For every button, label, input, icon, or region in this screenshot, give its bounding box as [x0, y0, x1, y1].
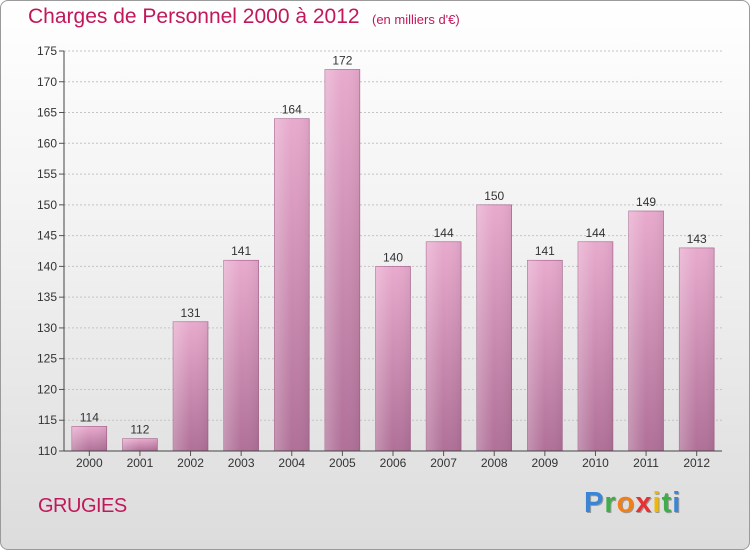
axes: 110 115 120 125 130 135 140 145 150 155 160 165 170 1… — [37, 44, 722, 470]
x-tick-label: 2012 — [683, 456, 710, 470]
data-label: 131 — [181, 306, 201, 320]
y-tick-label: 115 — [38, 413, 57, 427]
x-tick-label: 2001 — [127, 456, 154, 470]
x-tick-label: 2009 — [531, 456, 558, 470]
y-tick-label: 140 — [37, 259, 57, 273]
logo-letter: P — [584, 487, 605, 519]
data-label: 144 — [585, 226, 605, 240]
data-label: 143 — [687, 232, 707, 246]
logo-letter: r — [604, 487, 617, 519]
bar-shine — [122, 438, 158, 451]
x-tick-label: 2000 — [76, 456, 103, 470]
x-tick-label: 2008 — [481, 456, 508, 470]
data-label: 172 — [332, 53, 352, 67]
y-tick-label: 175 — [37, 44, 57, 58]
bar-shine — [71, 426, 107, 451]
data-label: 114 — [80, 410, 99, 424]
x-tick-label: 2003 — [228, 456, 255, 470]
bar-shine — [476, 204, 512, 451]
bar-shine — [274, 118, 310, 451]
x-tick-label: 2002 — [177, 456, 204, 470]
y-tick-label: 145 — [37, 229, 57, 243]
bar-shine — [679, 247, 715, 451]
data-label: 141 — [231, 244, 251, 258]
data-label: 112 — [130, 423, 149, 437]
data-label: 150 — [484, 189, 504, 203]
y-tick-label: 120 — [37, 382, 57, 396]
bar-shine — [324, 69, 360, 451]
logo-letter: o — [616, 487, 636, 519]
y-tick-label: 135 — [37, 290, 57, 304]
bar-shine — [527, 260, 563, 451]
data-label: 144 — [434, 226, 454, 240]
bars: 114 112 131 141 164 172 140 144 150 141 144 149 143 — [71, 53, 715, 452]
logo-letter: t — [661, 487, 673, 519]
bar-shine — [628, 211, 664, 451]
town-name: GRUGIES — [38, 495, 127, 517]
data-label: 140 — [383, 250, 403, 264]
bar-shine — [173, 321, 209, 451]
x-tick-label: 2011 — [633, 456, 659, 470]
y-tick-label: 165 — [37, 106, 57, 120]
chart-title: Charges de Personnel 2000 à 2012 — [28, 5, 360, 28]
data-label: 149 — [636, 195, 656, 209]
x-tick-label: 2010 — [582, 456, 609, 470]
bar-shine — [426, 241, 462, 451]
y-tick-label: 150 — [37, 198, 57, 212]
y-tick-label: 130 — [37, 321, 57, 335]
y-tick-label: 155 — [37, 167, 57, 181]
logo-letter: i — [672, 487, 682, 519]
bar-shine — [375, 266, 411, 451]
y-tick-label: 125 — [37, 352, 57, 366]
y-tick-label: 160 — [37, 136, 57, 150]
logo-letter: x — [635, 487, 653, 519]
bar-shine — [223, 260, 259, 451]
data-label: 164 — [282, 103, 302, 117]
proxiti-logo[interactable]: Proxiti — [584, 487, 681, 520]
chart-subtitle: (en milliers d'€) — [372, 12, 460, 27]
y-tick-label: 110 — [38, 444, 57, 458]
x-tick-label: 2007 — [430, 456, 457, 470]
y-tick-label: 170 — [37, 75, 57, 89]
data-label: 141 — [535, 244, 555, 258]
x-tick-label: 2006 — [380, 456, 407, 470]
x-tick-label: 2004 — [278, 456, 305, 470]
bar-shine — [577, 241, 613, 451]
x-tick-label: 2005 — [329, 456, 356, 470]
logo-letter: i — [652, 487, 662, 519]
